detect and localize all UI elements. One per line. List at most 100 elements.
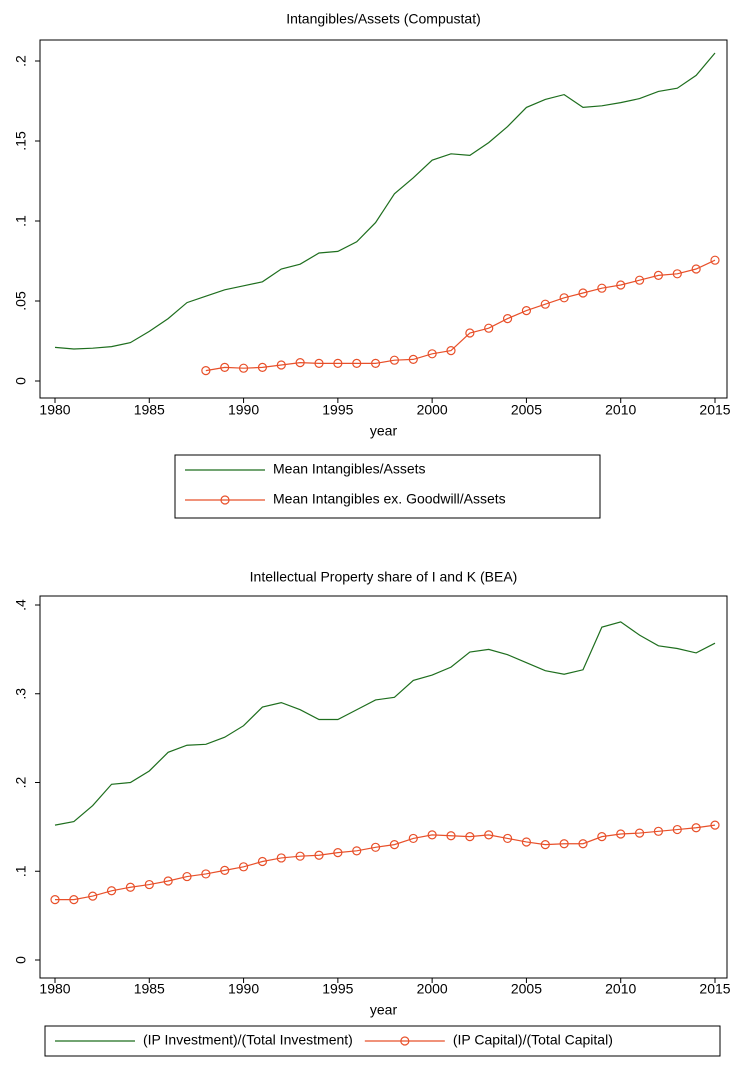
y-tick-label: 0 bbox=[13, 956, 29, 964]
series-marker bbox=[484, 830, 494, 840]
series-marker bbox=[220, 865, 230, 875]
legend-label: (IP Capital)/(Total Capital) bbox=[453, 1032, 613, 1048]
series-marker bbox=[50, 895, 60, 905]
y-tick-label: .05 bbox=[13, 291, 29, 311]
x-tick-label: 1980 bbox=[39, 981, 70, 997]
series-marker bbox=[238, 363, 249, 373]
series-marker bbox=[465, 328, 475, 338]
series-marker bbox=[446, 346, 456, 356]
x-tick-label: 2000 bbox=[417, 402, 448, 418]
series-marker bbox=[276, 360, 286, 370]
y-tick-label: .2 bbox=[13, 55, 29, 67]
series-marker bbox=[710, 255, 720, 265]
series-marker bbox=[502, 314, 513, 324]
series-marker bbox=[597, 283, 607, 293]
series-line bbox=[54, 621, 716, 826]
x-tick-label: 1985 bbox=[134, 981, 165, 997]
series-marker bbox=[201, 869, 211, 879]
series-marker bbox=[125, 882, 136, 892]
x-tick-label: 1995 bbox=[322, 981, 353, 997]
series-marker bbox=[653, 826, 664, 836]
series-marker bbox=[616, 829, 626, 839]
x-tick-label: 1995 bbox=[322, 402, 353, 418]
series-marker bbox=[220, 362, 230, 372]
x-axis-label: year bbox=[370, 1002, 398, 1018]
x-tick-label: 2015 bbox=[699, 981, 730, 997]
x-tick-label: 1990 bbox=[228, 981, 259, 997]
series-marker bbox=[540, 299, 550, 309]
x-tick-label: 1985 bbox=[134, 402, 165, 418]
x-tick-label: 2010 bbox=[605, 981, 636, 997]
series-marker bbox=[634, 828, 645, 838]
series-marker bbox=[69, 895, 79, 905]
series-marker bbox=[597, 832, 607, 842]
plot-frame bbox=[39, 595, 728, 979]
series-marker bbox=[559, 839, 569, 849]
series-marker bbox=[484, 323, 494, 333]
y-tick-label: .1 bbox=[13, 865, 29, 877]
series-marker bbox=[88, 891, 98, 901]
legend-label: Mean Intangibles/Assets bbox=[273, 461, 426, 477]
chart-title: Intellectual Property share of I and K (… bbox=[250, 569, 518, 585]
legend-label: (IP Investment)/(Total Investment) bbox=[143, 1032, 353, 1048]
series-line bbox=[54, 52, 716, 350]
series-marker bbox=[672, 824, 682, 835]
x-tick-label: 2010 bbox=[605, 402, 636, 418]
series-marker bbox=[257, 362, 268, 372]
series-marker bbox=[333, 358, 343, 368]
x-tick-label: 2005 bbox=[511, 402, 542, 418]
legend-box bbox=[174, 454, 601, 519]
series-marker bbox=[389, 355, 400, 365]
series-marker bbox=[144, 879, 154, 890]
series-marker bbox=[672, 269, 682, 279]
series-marker bbox=[427, 349, 437, 359]
series-marker bbox=[295, 358, 305, 368]
series-marker bbox=[276, 853, 286, 863]
series-marker bbox=[578, 839, 588, 849]
series-marker bbox=[333, 848, 343, 858]
series-marker bbox=[182, 871, 192, 882]
series-marker bbox=[691, 823, 701, 833]
series-marker bbox=[559, 293, 569, 303]
chart-title: Intangibles/Assets (Compustat) bbox=[286, 11, 481, 27]
series-marker bbox=[691, 264, 701, 274]
series-marker bbox=[314, 850, 324, 860]
series-marker bbox=[427, 830, 437, 840]
series-line bbox=[205, 259, 716, 372]
x-tick-label: 2015 bbox=[699, 402, 730, 418]
series-marker bbox=[370, 358, 381, 368]
series-marker bbox=[465, 832, 475, 842]
series-marker bbox=[163, 876, 173, 886]
series-marker bbox=[408, 833, 418, 844]
series-marker bbox=[201, 366, 211, 376]
series-marker bbox=[540, 840, 550, 850]
series-marker bbox=[578, 288, 588, 298]
series-marker bbox=[616, 280, 626, 290]
series-marker bbox=[370, 842, 381, 852]
series-marker bbox=[521, 837, 532, 847]
series-marker bbox=[521, 306, 532, 316]
series-marker bbox=[352, 358, 362, 368]
series-marker bbox=[446, 831, 456, 841]
series-line bbox=[55, 824, 716, 901]
series-marker bbox=[238, 862, 249, 872]
y-tick-label: .1 bbox=[13, 215, 29, 227]
series-marker bbox=[295, 851, 305, 861]
y-tick-label: .2 bbox=[13, 776, 29, 788]
series-marker bbox=[257, 856, 268, 867]
series-marker bbox=[389, 840, 400, 850]
series-marker bbox=[710, 820, 720, 830]
y-tick-label: .3 bbox=[13, 688, 29, 700]
series-marker bbox=[502, 833, 513, 844]
y-tick-label: .15 bbox=[13, 131, 29, 151]
x-tick-label: 1980 bbox=[39, 402, 70, 418]
series-marker bbox=[408, 354, 418, 364]
series-marker bbox=[352, 846, 362, 856]
x-tick-label: 2000 bbox=[417, 981, 448, 997]
legend-label: Mean Intangibles ex. Goodwill/Assets bbox=[273, 491, 506, 507]
y-tick-label: 0 bbox=[13, 377, 29, 385]
x-tick-label: 1990 bbox=[228, 402, 259, 418]
series-marker bbox=[106, 886, 117, 896]
x-tick-label: 2005 bbox=[511, 981, 542, 997]
